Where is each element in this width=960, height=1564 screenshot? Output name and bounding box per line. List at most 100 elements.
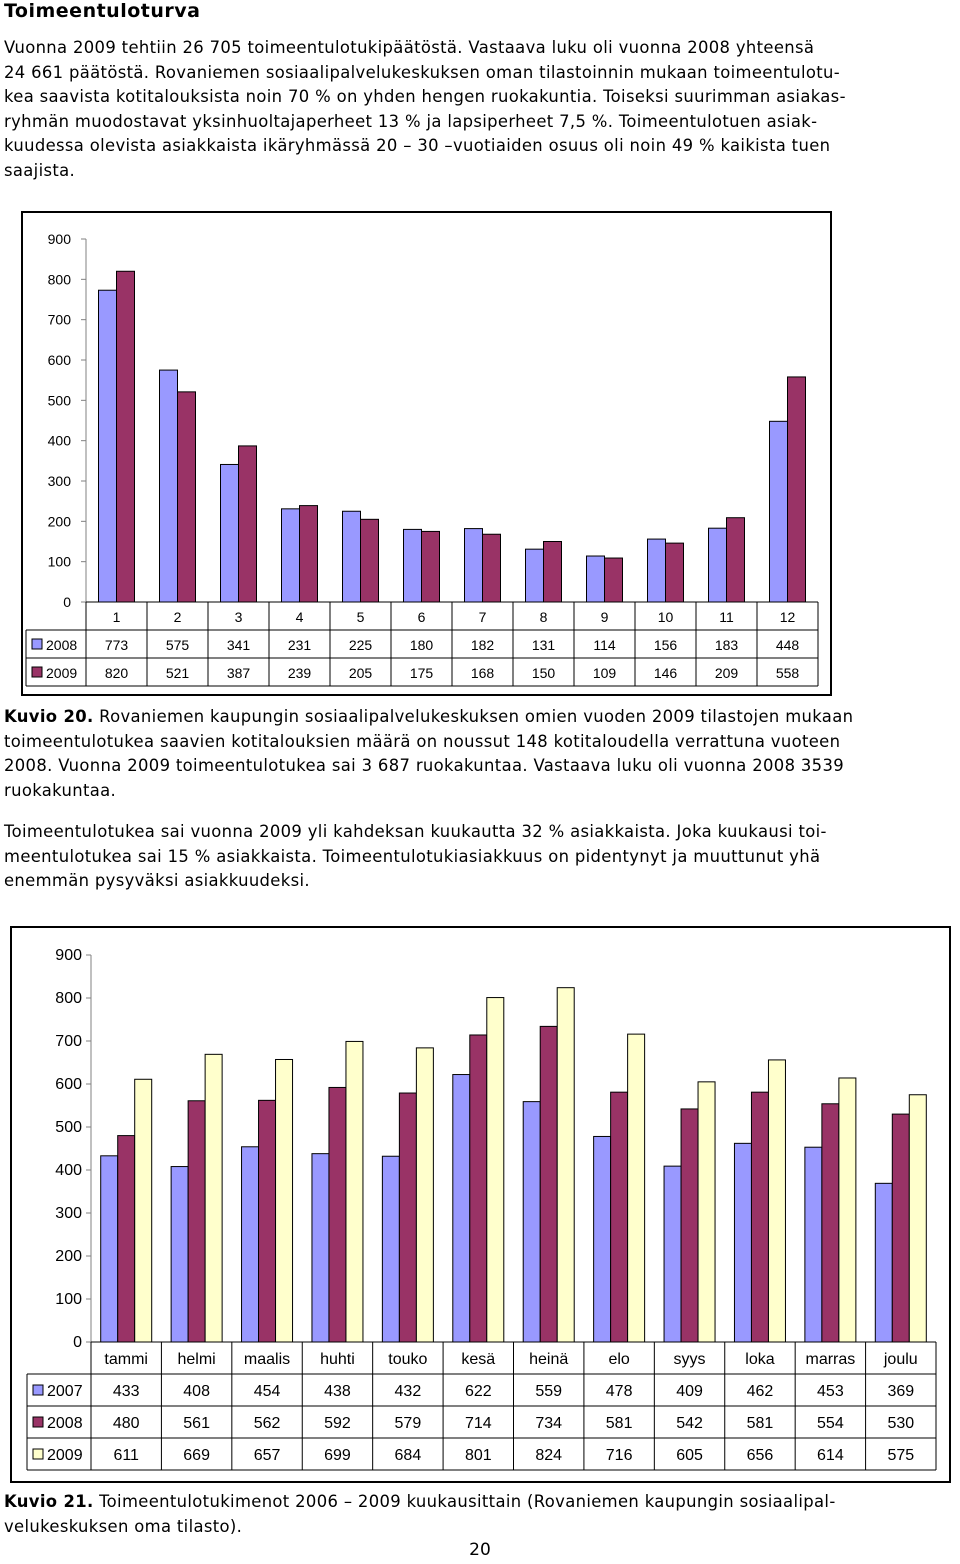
data-label: 669 bbox=[183, 1447, 210, 1464]
intro-paragraph: Vuonna 2009 tehtiin 26 705 toimeentulotu… bbox=[4, 36, 954, 183]
bar-2009-helmi bbox=[204, 1053, 223, 1343]
page-number: 20 bbox=[469, 1540, 491, 1560]
data-label: 433 bbox=[113, 1383, 140, 1400]
category-label: tammi bbox=[104, 1351, 148, 1368]
y-tick-label: 400 bbox=[55, 1162, 82, 1179]
data-label: 542 bbox=[676, 1415, 703, 1432]
text-line: saajista. bbox=[4, 160, 76, 180]
bar-2008-11 bbox=[708, 527, 727, 603]
data-label: 209 bbox=[715, 665, 739, 681]
category-label: heinä bbox=[529, 1351, 568, 1368]
bar-2008-helmi bbox=[187, 1100, 206, 1343]
bar-2009-7 bbox=[482, 533, 501, 603]
bar-2009-huhti bbox=[345, 1040, 364, 1343]
data-label: 716 bbox=[606, 1447, 633, 1464]
data-label: 180 bbox=[410, 637, 434, 653]
bar-2009-heinä bbox=[556, 987, 575, 1343]
y-tick-label: 300 bbox=[55, 1205, 82, 1222]
category-label: 9 bbox=[601, 609, 609, 625]
bar-2008-5 bbox=[342, 510, 361, 603]
bar-2008-2 bbox=[159, 369, 178, 603]
y-tick-label: 900 bbox=[55, 947, 82, 964]
category-label: 12 bbox=[780, 609, 796, 625]
data-label: 369 bbox=[887, 1383, 914, 1400]
category-label: 3 bbox=[235, 609, 243, 625]
bar-2007-helmi bbox=[170, 1166, 189, 1343]
data-label: 432 bbox=[395, 1383, 422, 1400]
y-tick-label: 100 bbox=[48, 554, 72, 570]
category-label: kesä bbox=[461, 1351, 495, 1368]
category-label: maalis bbox=[244, 1351, 290, 1368]
bar-2008-6 bbox=[403, 528, 422, 603]
text-line: kea saavista kotitalouksista noin 70 % o… bbox=[4, 87, 846, 106]
category-label: marras bbox=[805, 1351, 855, 1368]
text-line: velukeskuksen oma tilasto). bbox=[4, 1516, 243, 1536]
bar-2007-kesä bbox=[452, 1074, 471, 1343]
data-label: 611 bbox=[113, 1447, 139, 1464]
bar-2009-1 bbox=[116, 270, 135, 603]
data-label: 530 bbox=[887, 1415, 914, 1432]
legend-swatch-2009 bbox=[32, 1448, 44, 1460]
text-line: kuudessa olevista asiakkaista ikäryhmäss… bbox=[4, 136, 831, 155]
data-label: 699 bbox=[324, 1447, 351, 1464]
bar-2009-maalis bbox=[275, 1058, 294, 1343]
category-label: syys bbox=[674, 1351, 706, 1368]
bar-2008-8 bbox=[525, 548, 544, 603]
bar-2009-2 bbox=[177, 391, 196, 603]
data-label: 558 bbox=[776, 665, 800, 681]
y-tick-label: 0 bbox=[63, 594, 71, 610]
text-line: Vuonna 2009 tehtiin 26 705 toimeentulotu… bbox=[4, 38, 815, 57]
bar-2009-joulu bbox=[908, 1094, 927, 1343]
y-tick-label: 800 bbox=[48, 271, 72, 287]
y-tick-label: 600 bbox=[55, 1076, 82, 1093]
bar-2008-marras bbox=[821, 1103, 840, 1343]
text-line: meentulotukea sai 15 % asiakkaista. Toim… bbox=[4, 846, 821, 866]
bar-2009-3 bbox=[238, 445, 257, 603]
text-line: Toimeentulotukimenot 2006 – 2009 kuukaus… bbox=[93, 1492, 836, 1511]
data-label: 622 bbox=[465, 1383, 492, 1400]
legend-label: 2007 bbox=[47, 1383, 83, 1400]
bar-2009-5 bbox=[360, 518, 379, 603]
bar-2008-1 bbox=[98, 289, 117, 603]
bar-2007-tammi bbox=[100, 1155, 119, 1343]
bar-2008-syys bbox=[680, 1108, 699, 1343]
category-label: 10 bbox=[658, 609, 674, 625]
text-line: enemmän pysyväksi asiakkuudeksi. bbox=[4, 871, 310, 890]
text-line: ryhmän muodostavat yksinhuoltajaperheet … bbox=[4, 111, 818, 131]
text-line: Toimeentulotukea sai vuonna 2009 yli kah… bbox=[4, 822, 827, 841]
caption-label: Kuvio 21. bbox=[4, 1492, 94, 1511]
category-label: 4 bbox=[296, 609, 304, 625]
data-label: 182 bbox=[471, 637, 495, 653]
bar-2009-11 bbox=[726, 517, 745, 603]
bar-2009-6 bbox=[421, 530, 440, 603]
legend-swatch-2007 bbox=[32, 1384, 44, 1396]
bar-2009-loka bbox=[767, 1059, 786, 1343]
caption-figure-21: Kuvio 21. Toimeentulotukimenot 2006 – 20… bbox=[4, 1490, 954, 1539]
category-label: 6 bbox=[418, 609, 426, 625]
data-label: 478 bbox=[606, 1383, 633, 1400]
bar-2007-joulu bbox=[874, 1182, 893, 1343]
data-label: 408 bbox=[183, 1383, 210, 1400]
data-label: 734 bbox=[535, 1415, 562, 1432]
category-label: joulu bbox=[883, 1351, 918, 1368]
bar-2008-joulu bbox=[891, 1113, 910, 1343]
data-label: 684 bbox=[395, 1447, 422, 1464]
data-label: 453 bbox=[817, 1383, 844, 1400]
legend-label: 2008 bbox=[46, 637, 77, 653]
y-tick-label: 500 bbox=[48, 392, 72, 408]
bar-2007-maalis bbox=[241, 1146, 260, 1343]
bar-2009-kesä bbox=[486, 997, 505, 1343]
data-label: 657 bbox=[254, 1447, 281, 1464]
bar-2009-elo bbox=[627, 1033, 646, 1343]
data-label: 521 bbox=[166, 665, 190, 681]
category-label: huhti bbox=[320, 1351, 355, 1368]
y-tick-label: 700 bbox=[55, 1033, 82, 1050]
category-label: 2 bbox=[174, 609, 182, 625]
bar-2008-huhti bbox=[328, 1086, 347, 1343]
y-tick-label: 900 bbox=[48, 231, 72, 247]
bar-2009-12 bbox=[787, 376, 806, 603]
text-line: ruokakuntaa. bbox=[4, 780, 117, 800]
data-label: 714 bbox=[465, 1415, 492, 1432]
data-label: 175 bbox=[410, 665, 434, 681]
